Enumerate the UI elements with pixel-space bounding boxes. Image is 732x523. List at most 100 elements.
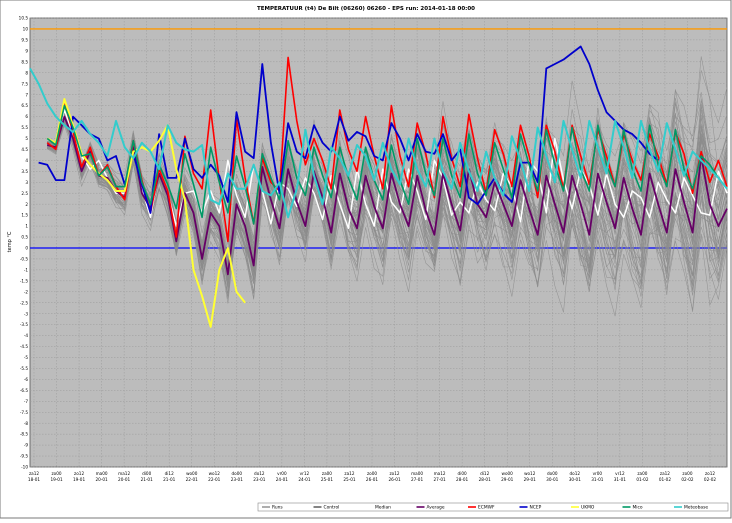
x-tick-date: 28-01 (479, 477, 492, 482)
legend-item-label: Median (375, 505, 391, 511)
y-tick-label: -4.5 (20, 344, 29, 349)
x-tick-date: 26-01 (366, 477, 379, 482)
x-tick-date: 30-01 (569, 477, 582, 482)
y-tick-label: 5.5 (21, 125, 28, 130)
x-tick-date: 25-01 (321, 477, 334, 482)
x-tick-time: do00 (232, 471, 243, 476)
x-tick-time: wo12 (209, 471, 221, 476)
x-tick-time: za12 (344, 471, 354, 476)
x-tick-date: 24-01 (276, 477, 289, 482)
x-tick-time: zo12 (74, 471, 84, 476)
y-tick-label: -3.5 (20, 322, 29, 327)
x-tick-time: za12 (29, 471, 39, 476)
chart-title: TEMPERATUUR (t4) De Bilt (06260) 06260 -… (257, 6, 475, 12)
y-tick-label: 4.5 (21, 147, 28, 152)
x-tick-date: 20-01 (96, 477, 109, 482)
y-tick-label: -10 (21, 465, 28, 470)
x-tick-time: vr00 (277, 471, 287, 476)
x-tick-time: do12 (570, 471, 581, 476)
x-tick-date: 31-01 (591, 477, 604, 482)
y-tick-label: -8 (24, 421, 29, 426)
y-tick-label: 4 (25, 158, 28, 163)
x-tick-date: 29-01 (524, 477, 537, 482)
series-line-ncep (38, 45, 659, 214)
x-tick-time: wo00 (186, 471, 198, 476)
y-axis-ticks: -10-9.5-9-8.5-8-7.5-7-6.5-6-5.5-5-4.5-4-… (19, 16, 29, 470)
y-tick-label: -4 (24, 333, 29, 338)
y-tick-label: 8 (25, 70, 28, 75)
x-tick-date: 21-01 (163, 477, 176, 482)
x-tick-time: ma12 (434, 471, 446, 476)
y-tick-label: 5 (25, 136, 28, 141)
y-tick-label: 2.5 (21, 191, 28, 196)
x-tick-date: 02-02 (704, 477, 717, 482)
y-tick-label: -1 (24, 267, 29, 272)
y-tick-label: 2 (25, 202, 28, 207)
y-tick-label: 1.5 (21, 213, 28, 218)
series-line-meteobase (29, 67, 728, 219)
y-tick-label: -5.5 (20, 366, 29, 371)
y-tick-label: 3 (25, 180, 28, 185)
x-tick-date: 22-01 (186, 477, 199, 482)
x-tick-date: 22-01 (208, 477, 221, 482)
x-tick-time: za00 (637, 471, 647, 476)
x-tick-date: 19-01 (50, 477, 63, 482)
y-tick-label: 0 (25, 246, 28, 251)
x-tick-time: do12 (254, 471, 265, 476)
x-tick-time: zo12 (705, 471, 715, 476)
x-tick-time: do00 (547, 471, 558, 476)
x-tick-date: 29-01 (501, 477, 514, 482)
x-tick-date: 27-01 (411, 477, 424, 482)
legend-item-label: Meteobase (684, 505, 708, 511)
y-tick-label: -8.5 (20, 432, 29, 437)
y-axis-label: temp °C (7, 231, 13, 252)
series-lines (29, 45, 728, 328)
y-tick-label: 7 (25, 92, 28, 97)
y-tick-label: -3 (24, 311, 29, 316)
x-tick-date: 23-01 (231, 477, 244, 482)
x-tick-time: di12 (165, 471, 174, 476)
x-tick-time: ma00 (96, 471, 108, 476)
x-tick-time: ma00 (411, 471, 423, 476)
x-tick-time: vr12 (615, 471, 625, 476)
x-tick-date: 01-02 (659, 477, 672, 482)
x-tick-time: di12 (480, 471, 489, 476)
x-tick-time: di00 (142, 471, 151, 476)
x-tick-date: 27-01 (434, 477, 447, 482)
legend-item-label: NCEP (530, 505, 542, 511)
legend-item-label: Average (427, 505, 445, 511)
y-tick-label: 10.5 (19, 16, 29, 21)
y-tick-label: 6.5 (21, 103, 28, 108)
y-tick-label: -9 (24, 443, 29, 448)
x-tick-time: zo00 (682, 471, 692, 476)
x-tick-time: di00 (458, 471, 467, 476)
y-tick-label: 7.5 (21, 81, 28, 86)
x-tick-time: za12 (660, 471, 670, 476)
y-tick-label: 3.5 (21, 169, 28, 174)
x-tick-date: 24-01 (298, 477, 311, 482)
x-tick-date: 01-02 (636, 477, 649, 482)
y-tick-label: 9 (25, 48, 28, 53)
y-tick-label: 9.5 (21, 38, 28, 43)
x-axis-ticks: za1218-01zo0019-01zo1219-01ma0020-01ma12… (28, 471, 717, 482)
series-line-average (46, 115, 728, 276)
legend-item-label: UKMO (581, 505, 595, 511)
x-tick-time: ma12 (118, 471, 130, 476)
x-tick-time: zo00 (51, 471, 61, 476)
x-tick-time: zo12 (389, 471, 399, 476)
x-tick-date: 30-01 (546, 477, 559, 482)
y-tick-label: -7.5 (20, 410, 29, 415)
x-tick-date: 19-01 (73, 477, 86, 482)
legend-item-label: Mico (633, 505, 643, 511)
x-tick-date: 25-01 (343, 477, 356, 482)
y-tick-label: -5 (24, 355, 29, 360)
x-tick-date: 26-01 (388, 477, 401, 482)
x-tick-time: zo00 (367, 471, 377, 476)
y-tick-label: 1 (25, 224, 28, 229)
y-tick-label: -7 (24, 399, 29, 404)
y-tick-label: 8.5 (21, 59, 28, 64)
x-tick-date: 21-01 (141, 477, 154, 482)
chart-legend: Runs Control Median Average ECMWF NCEP UKMO Mic… (257, 502, 729, 512)
